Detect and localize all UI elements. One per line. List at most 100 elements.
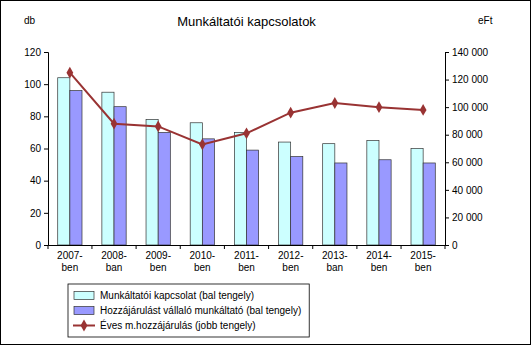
category-separator xyxy=(91,245,92,249)
tick: 80 000 xyxy=(445,129,483,140)
tick: 2015-ben xyxy=(410,245,436,273)
tick: 0 xyxy=(35,240,48,251)
axis-line xyxy=(49,245,446,246)
chart-border xyxy=(1,1,531,345)
marker xyxy=(331,97,338,109)
tick-label: 60 000 xyxy=(452,157,483,168)
bar xyxy=(146,120,158,245)
tick-label: 2014-ben xyxy=(366,250,392,273)
tick-mark xyxy=(445,245,449,246)
tick: 2013-ban xyxy=(322,245,348,273)
category-separator xyxy=(48,245,49,249)
tick-mark xyxy=(445,52,449,53)
category-separator xyxy=(356,245,357,249)
tick-label: 2010-ben xyxy=(190,250,216,273)
tick-mark xyxy=(44,181,48,182)
tick: 60 000 xyxy=(445,157,483,168)
line xyxy=(70,73,423,145)
category-separator xyxy=(445,245,446,249)
tick: 40 000 xyxy=(445,185,483,196)
tick-label: 100 000 xyxy=(452,102,489,113)
bar xyxy=(158,132,170,245)
bar xyxy=(367,140,379,245)
bar xyxy=(202,139,214,245)
legend-label: Éves m.hozzájárulás (jobb tengely) xyxy=(100,319,256,331)
tick-label: 2011-ben xyxy=(234,250,259,273)
title: Munkáltatói kapcsolatok xyxy=(177,14,316,29)
bar xyxy=(114,107,126,245)
chart: 0 20 40 60 80 100 120 0 20 000 40 000 60 000 80 000… xyxy=(0,0,531,345)
tick-mark xyxy=(44,213,48,214)
bar xyxy=(423,163,435,245)
tick-label: 2007-ben xyxy=(57,250,83,273)
tick: 2014-ben xyxy=(366,245,392,273)
bar-series xyxy=(70,91,435,245)
tick: 20 000 xyxy=(445,212,483,223)
category-separator xyxy=(180,245,181,249)
tick-mark xyxy=(44,149,48,150)
tick-mark xyxy=(44,84,48,85)
tick: 40 xyxy=(30,175,48,186)
tick-label: 100 xyxy=(24,79,41,90)
category-separator xyxy=(401,245,402,249)
tick: 120 000 xyxy=(445,74,489,85)
tick: 0 xyxy=(445,240,458,251)
bar xyxy=(234,132,246,245)
plot-area xyxy=(58,67,436,245)
tick: 120 xyxy=(24,47,48,58)
tick: 20 xyxy=(30,208,48,219)
tick-mark xyxy=(445,217,449,218)
tick-label: 2009-ben xyxy=(145,250,171,273)
y-axis: 0 20 40 60 80 100 120 xyxy=(24,47,48,251)
tick-label: 40 xyxy=(30,175,42,186)
tick-label: 20 xyxy=(30,208,42,219)
legend-symbol xyxy=(74,307,94,315)
legend-label: Munkáltatói kapcsolat (bal tengely) xyxy=(100,290,254,301)
marker xyxy=(376,101,383,113)
tick: 140 000 xyxy=(445,47,489,58)
tick: 100 xyxy=(24,79,48,90)
bar xyxy=(323,144,335,245)
y2-axis-title: eFt xyxy=(478,15,493,26)
markers xyxy=(66,67,426,150)
marker xyxy=(66,67,73,79)
tick-mark xyxy=(44,245,48,246)
marker xyxy=(155,121,162,133)
tick-label: 40 000 xyxy=(452,185,483,196)
tick-mark xyxy=(445,80,449,81)
bar xyxy=(247,150,259,245)
bar xyxy=(411,149,423,246)
tick-mark xyxy=(445,190,449,191)
tick-label: 80 xyxy=(30,111,42,122)
tick: 60 xyxy=(30,143,48,154)
tick-label: 2008-ban xyxy=(101,250,127,273)
legend-symbol xyxy=(74,292,94,300)
x-axis: 2007-ben 2008-ban 2009-ben 2010-ben 2011-ben… xyxy=(49,245,446,273)
legend-label: Hozzájárulást vállaló munkáltató (bal te… xyxy=(100,305,301,316)
bar xyxy=(279,142,291,245)
bar-series xyxy=(58,78,423,245)
bar xyxy=(102,92,114,245)
bar xyxy=(335,163,347,245)
category-separator xyxy=(136,245,137,249)
axis-line xyxy=(446,53,450,246)
tick-label: 2015-ben xyxy=(410,250,436,273)
tick-label: 0 xyxy=(35,240,41,251)
tick: 2009-ben xyxy=(145,245,171,273)
legend-box xyxy=(68,284,309,337)
y-axis-title: db xyxy=(24,15,36,26)
legend: Munkáltatói kapcsolat (bal tengely) Hozzá… xyxy=(68,284,309,337)
tick-label: 120 xyxy=(24,47,41,58)
axis-line xyxy=(44,53,49,246)
tick-mark xyxy=(445,135,449,136)
tick-label: 120 000 xyxy=(452,74,489,85)
marker xyxy=(287,107,294,119)
bar xyxy=(58,78,70,245)
marker xyxy=(243,127,250,139)
tick-label: 60 xyxy=(30,143,42,154)
marker xyxy=(420,104,427,116)
marker xyxy=(111,118,118,130)
tick-label: 80 000 xyxy=(452,129,483,140)
category-separator xyxy=(224,245,225,249)
marker xyxy=(199,138,206,150)
